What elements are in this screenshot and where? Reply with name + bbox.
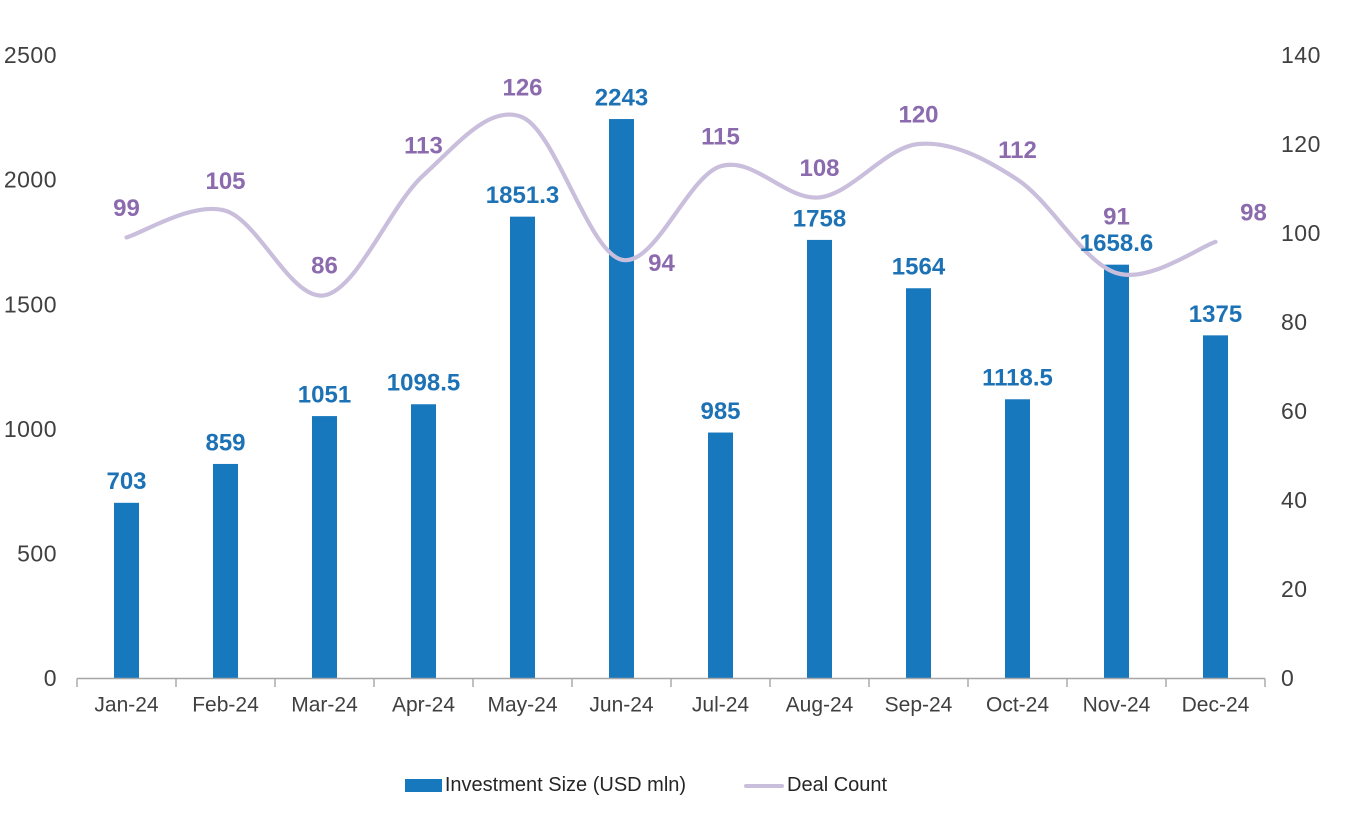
bar-value-label: 859	[205, 429, 245, 456]
x-axis-label: Mar-24	[291, 693, 358, 716]
line-value-label: 105	[205, 168, 245, 195]
bar-value-label: 703	[106, 468, 146, 495]
bar-value-label: 1851.3	[486, 182, 559, 209]
line-value-label: 98	[1240, 199, 1267, 226]
bar-Feb-24	[213, 463, 238, 678]
legend-label-investment-size: Investment Size (USD mln)	[444, 774, 687, 796]
right-axis-label: 120	[1281, 131, 1321, 157]
x-axis-label: Oct-24	[986, 693, 1049, 716]
legend-item-deal-count[interactable]: Deal Count	[744, 774, 887, 797]
bar-Sep-24	[906, 288, 931, 678]
right-axis-label: 140	[1281, 42, 1321, 68]
line-value-label: 120	[898, 101, 938, 128]
x-axis-label: Nov-24	[1083, 693, 1151, 716]
legend: Investment Size (USD mln) Deal Count	[0, 774, 1292, 797]
line-value-label: 112	[998, 137, 1037, 164]
left-axis-label: 2000	[4, 167, 57, 193]
legend-item-investment-size[interactable]: Investment Size (USD mln)	[404, 774, 687, 797]
x-axis-label: Jun-24	[589, 693, 654, 716]
combo-chart: 703 859 1051 1098.5 1851.3 2243 985 1758 1564 111…	[4, 42, 1321, 716]
left-axis-label: 1000	[4, 416, 57, 442]
right-axis-label: 60	[1281, 398, 1308, 424]
left-axis-label: 0	[44, 665, 57, 691]
deal-count-line	[124, 112, 1218, 298]
right-axis-label: 80	[1281, 309, 1308, 335]
x-axis-label: Dec-24	[1182, 693, 1250, 716]
bar-value-label: 1658.6	[1080, 230, 1153, 257]
bar-swatch-icon	[404, 779, 442, 792]
bar-Nov-24	[1104, 264, 1129, 678]
legend-label-deal-count: Deal Count	[787, 774, 888, 796]
bar-value-label: 2243	[595, 84, 648, 111]
bar-Dec-24	[1203, 335, 1228, 678]
left-axis-label: 1500	[4, 291, 57, 317]
bar-Oct-24	[1005, 399, 1030, 678]
right-axis-label: 40	[1281, 487, 1308, 513]
bar-Mar-24	[312, 416, 337, 678]
bar-value-label: 1564	[892, 254, 946, 281]
bar-value-label: 1051	[298, 381, 351, 408]
bar-Jul-24	[708, 432, 733, 678]
right-axis-label: 0	[1281, 665, 1294, 691]
x-axis-label: Jan-24	[94, 693, 159, 716]
bar-Jun-24	[609, 119, 634, 678]
bar-Jan-24	[114, 502, 139, 678]
x-axis-label: Jul-24	[692, 693, 750, 716]
bar-value-label: 1758	[793, 205, 846, 232]
x-axis-label: May-24	[487, 693, 557, 716]
line-value-label: 113	[404, 133, 443, 160]
line-value-label: 126	[502, 75, 542, 102]
bar-value-label: 1375	[1189, 301, 1242, 328]
line-value-label: 115	[701, 124, 740, 151]
line-value-label: 94	[648, 250, 675, 277]
bar-value-label: 1118.5	[982, 365, 1053, 392]
line-swatch-icon	[744, 783, 785, 788]
bar-May-24	[510, 216, 535, 678]
line-value-label: 99	[113, 195, 140, 222]
left-axis-label: 500	[17, 540, 57, 566]
bar-value-label: 1098.5	[387, 370, 460, 397]
bar-Aug-24	[807, 239, 832, 678]
x-axis-label: Sep-24	[885, 693, 953, 716]
left-axis-label: 2500	[4, 42, 57, 68]
x-axis-label: Apr-24	[392, 693, 455, 716]
x-axis-label: Aug-24	[786, 693, 854, 716]
right-axis-label: 20	[1281, 576, 1308, 602]
bar-value-label: 985	[700, 398, 740, 425]
line-value-label: 108	[799, 155, 839, 182]
x-axis-label: Feb-24	[192, 693, 259, 716]
line-value-label: 91	[1103, 203, 1130, 230]
right-axis-label: 100	[1281, 220, 1321, 246]
line-value-label: 86	[311, 253, 338, 280]
bar-Apr-24	[411, 404, 436, 678]
